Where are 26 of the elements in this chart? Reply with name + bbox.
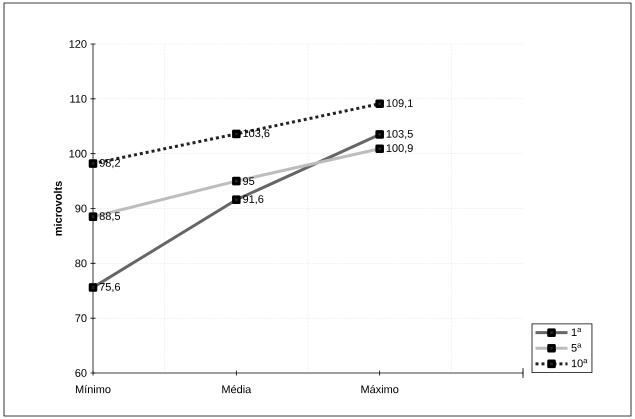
y-axis-title: microvolts — [54, 181, 62, 236]
y-tick-label: 80 — [75, 259, 87, 268]
point — [88, 159, 98, 168]
legend-label: 10$^{a}$ — [572, 359, 588, 368]
data-label: 75,6 — [100, 282, 120, 292]
data-label: 98,2 — [100, 159, 120, 168]
y-tick-label: 60 — [75, 369, 87, 377]
data-label: 103,6 — [243, 129, 270, 138]
legend-label: 1$^{a}$ — [572, 328, 582, 336]
y-tick-label: 90 — [75, 204, 87, 212]
point — [232, 130, 241, 138]
y-tick-label: 110 — [70, 94, 87, 103]
x-tick-label: Média — [222, 385, 252, 394]
data-label: 95 — [243, 177, 254, 185]
y-tick-label: 120 — [70, 40, 87, 48]
y-tick-label: 70 — [75, 314, 87, 322]
x-tick-label: Mínimo — [76, 385, 110, 394]
y-tick-label: 100 — [70, 150, 87, 158]
data-label: 109,1 — [386, 99, 413, 108]
data-label: 100,9 — [386, 144, 413, 154]
legend-label: 5$^{a}$ — [571, 343, 582, 352]
data-label: 103,5 — [386, 130, 413, 140]
point — [375, 99, 384, 108]
x-tick-label: Máximo — [361, 385, 398, 394]
data-label: 88,5 — [100, 212, 120, 222]
data-label: 91,6 — [243, 195, 264, 204]
